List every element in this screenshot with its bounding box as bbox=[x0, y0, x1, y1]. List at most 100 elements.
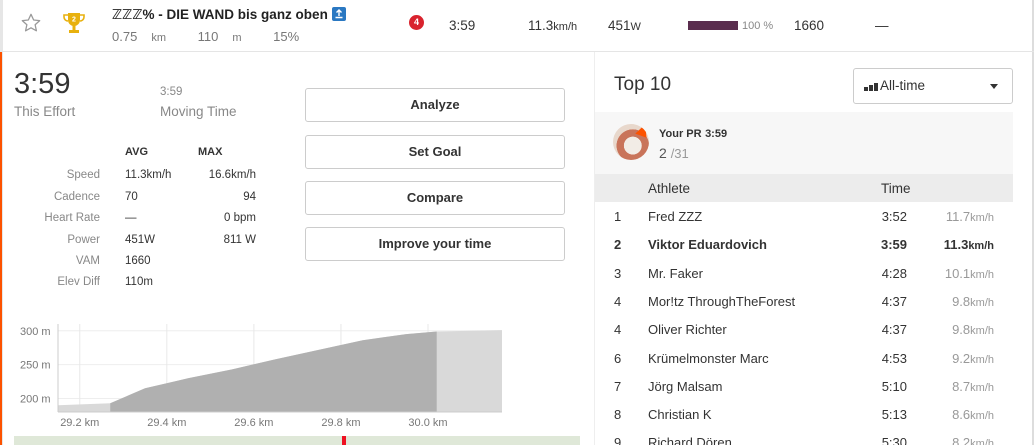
table-row[interactable]: 4 Oliver Richter 4:37 9.8km/h bbox=[595, 315, 1013, 343]
segment-time: 3:59 bbox=[449, 18, 476, 33]
row-athlete-name[interactable]: Mr. Faker bbox=[648, 265, 703, 281]
effort-segment-area bbox=[110, 331, 437, 412]
row-rank: 9 bbox=[614, 435, 622, 445]
table-row[interactable]: 7 Jörg Malsam 5:10 8.7km/h bbox=[595, 372, 1013, 400]
map-marker-icon bbox=[342, 436, 346, 445]
selection-indicator bbox=[0, 52, 2, 445]
y-tick-label: 300 m bbox=[20, 326, 51, 338]
panel-divider bbox=[594, 52, 595, 445]
row-rank: 8 bbox=[614, 407, 622, 423]
x-tick-label: 29.8 km bbox=[321, 417, 360, 429]
moving-time: 3:59 bbox=[160, 86, 183, 98]
x-tick-label: 30.0 km bbox=[408, 417, 447, 429]
row-time[interactable]: 5:13 bbox=[881, 407, 907, 423]
row-athlete-name[interactable]: Christian K bbox=[648, 407, 712, 423]
stats-row-elev-diff: Elev Diff 110m bbox=[57, 276, 153, 288]
row-athlete-name[interactable]: Oliver Richter bbox=[648, 322, 727, 338]
row-rank: 4 bbox=[614, 293, 622, 309]
pr-rank: 2 /31 bbox=[659, 145, 689, 161]
row-athlete-name[interactable]: Fred ZZZ bbox=[648, 209, 703, 224]
trophy-rank: 2 bbox=[72, 17, 76, 24]
segment-grade: 15% bbox=[273, 29, 300, 44]
flame-icon bbox=[635, 124, 649, 138]
row-athlete-name[interactable]: Jörg Malsam bbox=[648, 378, 723, 394]
row-speed: 8.6km/h bbox=[952, 407, 994, 423]
table-row[interactable]: 9 Richard Dören 5:30 8.2km/h bbox=[595, 428, 1013, 445]
row-time[interactable]: 4:53 bbox=[881, 350, 907, 366]
stats-row-vam: VAM 1660 bbox=[75, 255, 151, 267]
table-row[interactable]: 2 Viktor Eduardovich 3:59 11.3km/h bbox=[595, 230, 1013, 258]
segment-meta: 0.75 km 110 m 15% bbox=[112, 29, 300, 44]
row-rank: 4 bbox=[614, 322, 622, 338]
filter-selected-value: All-time bbox=[880, 78, 926, 93]
segment-power: 451W bbox=[608, 18, 641, 33]
segment-name-text[interactable]: ℤℤℤ% - DIE WAND bis ganz oben bbox=[112, 7, 328, 22]
effort-time-label: This Effort bbox=[14, 104, 76, 119]
row-time[interactable]: 5:30 bbox=[881, 435, 907, 445]
x-tick-label: 29.2 km bbox=[60, 417, 99, 429]
stats-row-speed: Speed 11.3km/h 16.6km/h bbox=[66, 169, 256, 181]
vam-progress-bar bbox=[688, 21, 738, 30]
row-time[interactable]: 4:37 bbox=[881, 293, 907, 309]
leaderboard-filter-dropdown[interactable]: All-time bbox=[853, 68, 1013, 104]
row-rank: 2 bbox=[614, 237, 622, 253]
row-rank: 3 bbox=[614, 265, 622, 281]
elevation-chart[interactable]: 300 m 250 m 200 m 29.2 km 29.4 km 29.6 km 29.8… bbox=[0, 318, 580, 434]
table-row[interactable]: 6 Krümelmonster Marc 4:53 9.2km/h bbox=[595, 344, 1013, 372]
max-header: MAX bbox=[198, 146, 223, 158]
vam-percent: 100 % bbox=[742, 20, 774, 32]
col-time: Time bbox=[881, 181, 911, 196]
trophy-icon: 2 bbox=[63, 13, 85, 33]
table-row[interactable]: 3 Mr. Faker 4:28 10.1km/h bbox=[595, 259, 1013, 287]
leaderboard-header: Athlete Time bbox=[595, 174, 1013, 202]
chevron-down-icon bbox=[990, 84, 998, 89]
table-row[interactable]: 8 Christian K 5:13 8.6km/h bbox=[595, 400, 1013, 428]
avg-header: AVG bbox=[125, 146, 149, 158]
row-time[interactable]: 4:37 bbox=[881, 322, 907, 338]
segment-name[interactable]: ℤℤℤ% - DIE WAND bis ganz oben bbox=[112, 7, 346, 23]
table-row[interactable]: 1 Fred ZZZ 3:52 11.7km/h bbox=[595, 202, 1013, 230]
row-rank: 1 bbox=[614, 209, 622, 224]
row-speed: 9.8km/h bbox=[952, 322, 994, 338]
analyze-button[interactable]: Analyze bbox=[305, 88, 565, 122]
row-time[interactable]: 4:28 bbox=[881, 265, 907, 281]
row-speed: 9.2km/h bbox=[952, 350, 994, 366]
upload-icon bbox=[331, 7, 346, 21]
row-rank: 7 bbox=[614, 378, 622, 394]
col-athlete: Athlete bbox=[648, 181, 691, 196]
notification-badge: 4 bbox=[409, 15, 424, 30]
bar-chart-icon bbox=[864, 70, 879, 104]
row-athlete-name[interactable]: Mor!tz ThroughTheForest bbox=[648, 293, 796, 309]
row-athlete-name[interactable]: Krümelmonster Marc bbox=[648, 350, 769, 366]
stats-row-heart-rate: Heart Rate —0 bpm bbox=[44, 212, 256, 224]
row-speed: 10.1km/h bbox=[944, 265, 994, 281]
segment-heart-rate: — bbox=[875, 18, 889, 33]
row-athlete-name[interactable]: Viktor Eduardovich bbox=[648, 237, 767, 253]
leaderboard-title: Top 10 bbox=[614, 74, 672, 95]
stats-row-power: Power 451W 811 W bbox=[67, 234, 256, 246]
row-speed: 8.2km/h bbox=[952, 435, 994, 445]
star-icon[interactable] bbox=[20, 12, 42, 34]
pr-title: Your PR 3:59 bbox=[659, 128, 728, 140]
row-athlete-name[interactable]: Richard Dören bbox=[648, 435, 732, 445]
row-time[interactable]: 5:10 bbox=[881, 378, 907, 394]
segment-distance: 0.75 bbox=[112, 29, 138, 44]
improve-time-button[interactable]: Improve your time bbox=[305, 227, 565, 261]
row-speed: 11.7km/h bbox=[945, 209, 994, 224]
segment-vam: 1660 bbox=[794, 18, 825, 33]
table-row[interactable]: 4 Mor!tz ThroughTheForest 4:37 9.8km/h bbox=[595, 287, 1013, 315]
effort-time: 3:59 bbox=[14, 68, 71, 100]
segment-speed: 11.3km/h bbox=[528, 18, 578, 33]
compare-button[interactable]: Compare bbox=[305, 181, 565, 215]
avatar[interactable] bbox=[613, 124, 649, 160]
row-speed: 8.7km/h bbox=[952, 378, 994, 394]
map-preview[interactable] bbox=[14, 436, 580, 445]
set-goal-button[interactable]: Set Goal bbox=[305, 135, 565, 169]
row-time[interactable]: 3:52 bbox=[881, 209, 907, 224]
row-time[interactable]: 3:59 bbox=[880, 237, 907, 253]
stats-row-cadence: Cadence 70 94 bbox=[53, 191, 256, 203]
segment-row[interactable]: 2 ℤℤℤ% - DIE WAND bis ganz oben 0.75 km 1… bbox=[0, 0, 1034, 52]
your-pr-summary: Your PR 3:59 2 /31 bbox=[595, 112, 1013, 174]
x-tick-label: 29.6 km bbox=[234, 417, 273, 429]
y-tick-label: 250 m bbox=[20, 360, 51, 372]
